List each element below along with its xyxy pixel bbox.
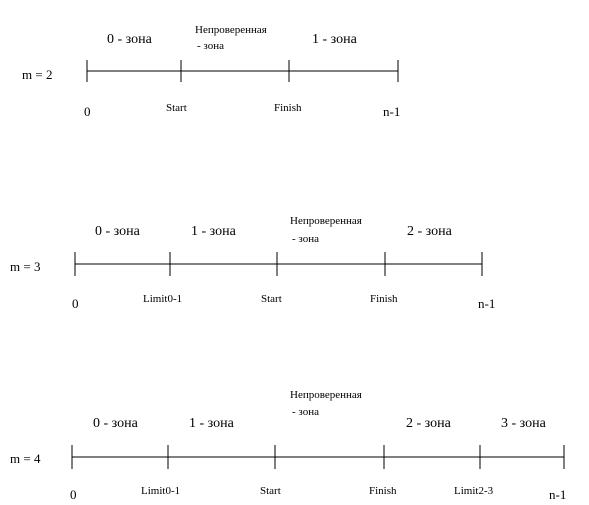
point-label: 0 [70,487,77,502]
zone-label: 2 - зона [407,224,453,239]
zone-label-unverified: Непроверенная [290,389,362,401]
zone-label-unverified: Непроверенная [195,24,267,36]
point-label: Finish [274,102,302,114]
zone-label-unverified-suffix: - зона [292,233,319,245]
m-label: m = 4 [10,451,41,466]
point-label: Finish [370,293,398,305]
zone-label-unverified: Непроверенная [290,215,362,227]
zone-label: 0 - зона [107,32,153,47]
point-label: Start [260,485,281,497]
zone-label: 1 - зона [312,32,358,47]
point-label: Start [166,102,187,114]
zone-label: 0 - зона [95,224,141,239]
point-label: Finish [369,485,397,497]
point-label: n-1 [549,487,566,502]
diagram-m4: m = 4 0 - зона 1 - зона Непроверенная - … [10,389,566,502]
point-label: Limit0-1 [143,293,182,305]
point-label: Limit2-3 [454,485,494,497]
point-label: Start [261,293,282,305]
point-label: 0 [72,296,79,311]
diagram-m3: m = 3 0 - зона 1 - зона Непроверенная - … [10,215,495,311]
point-label: n-1 [383,104,400,119]
diagram-m2: m = 2 0 - зона Непроверенная - зона 1 - … [22,24,400,119]
point-label: 0 [84,104,91,119]
m-label: m = 3 [10,259,40,274]
zone-label: 0 - зона [93,416,139,431]
zone-label: 1 - зона [191,224,237,239]
m-label: m = 2 [22,67,52,82]
zone-label-unverified-suffix: - зона [197,40,224,52]
point-label: n-1 [478,296,495,311]
zone-label: 3 - зона [501,416,547,431]
zone-label-unverified-suffix: - зона [292,406,319,418]
zone-label: 1 - зона [189,416,235,431]
zone-label: 2 - зона [406,416,452,431]
point-label: Limit0-1 [141,485,180,497]
